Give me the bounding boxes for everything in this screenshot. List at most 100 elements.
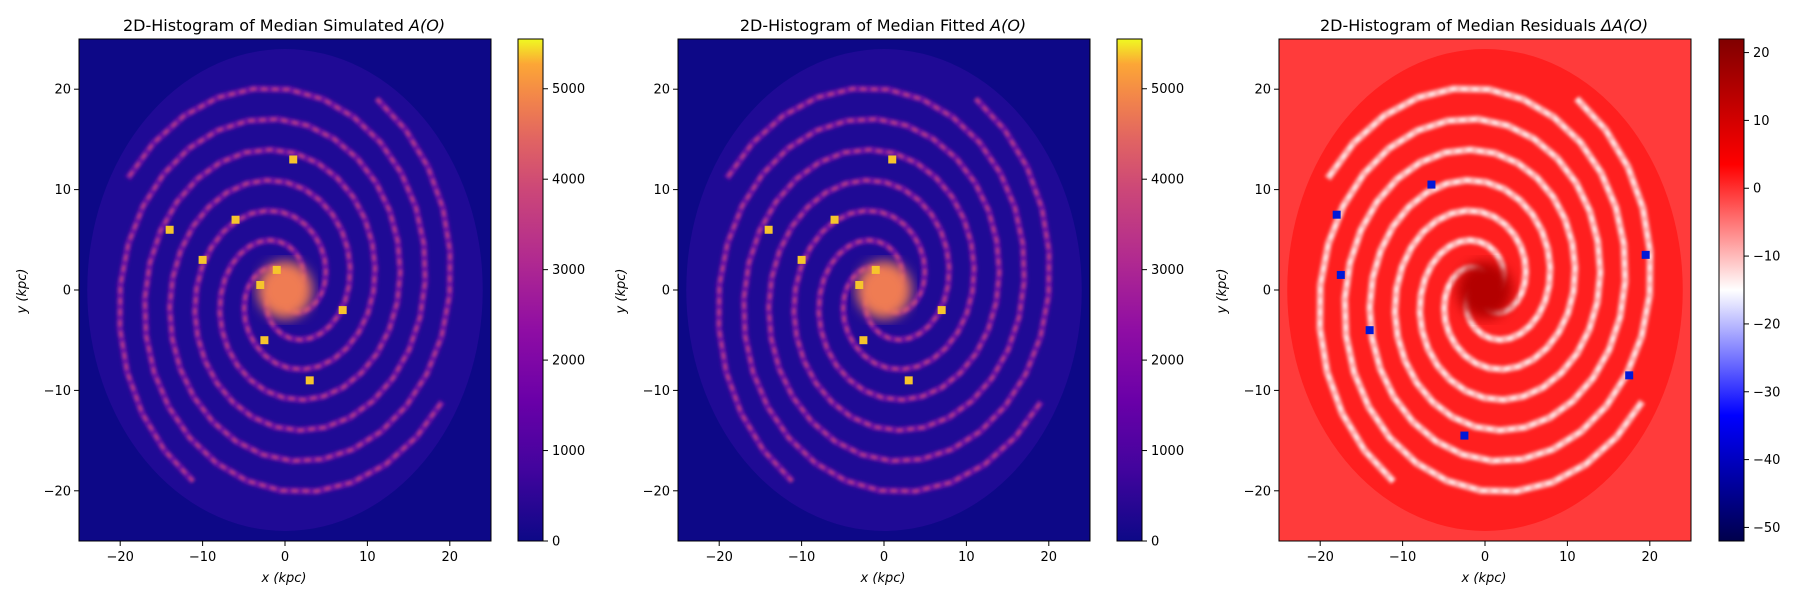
bright-knot [305, 376, 314, 385]
spiral-arm-knots [742, 148, 1043, 493]
y-tick-label: 0 [662, 284, 670, 299]
spiral-arms [715, 85, 1053, 495]
x-tick-label: 20 [442, 550, 459, 565]
bright-knot [797, 255, 806, 264]
y-tick-label: 20 [54, 83, 71, 98]
colorbar: 0 1000 2000 3000 4000 5000 [517, 38, 585, 550]
bright-knot [260, 336, 269, 345]
bright-knot [256, 280, 265, 289]
x-tick-label: −20 [106, 550, 133, 565]
x-axis-label: x (kpc) [860, 571, 906, 586]
x-tick-label: 0 [880, 550, 888, 565]
colorbar-tick-label: 5000 [552, 82, 585, 97]
spiral-arm-knots [126, 87, 427, 432]
plot-area: −20 −10 0 10 20 −20 −10 0 10 20 [44, 38, 492, 565]
colorbar-tick-label: 4000 [552, 173, 585, 188]
colorbar-tick-label: 0 [1753, 182, 1761, 197]
plot-area: −20 −10 0 10 20 −20 −10 0 10 20 [643, 38, 1091, 565]
x-axis-label: x (kpc) [1461, 571, 1507, 586]
y-axis-label: y (kpc) [1215, 269, 1230, 315]
y-axis-label: y (kpc) [614, 269, 629, 315]
x-tick-label: 10 [359, 550, 376, 565]
x-tick-label: −10 [189, 550, 216, 565]
colorbar-frame [1116, 38, 1143, 542]
galaxy-center [1457, 261, 1513, 319]
spiral-arm-knots [168, 97, 452, 463]
y-tick-label: 10 [1254, 183, 1271, 198]
y-tick-label: −20 [44, 484, 71, 499]
colorbar-frame [1718, 38, 1745, 542]
bright-knot [764, 225, 773, 234]
colorbar-tick-label: −30 [1753, 385, 1780, 400]
panel-residuals: 2D-Histogram of Median Residuals ΔA(O) −… [1215, 16, 1780, 586]
spiral-arm-knots [1326, 87, 1627, 432]
bright-knot [904, 376, 913, 385]
x-tick-label: 0 [1481, 550, 1489, 565]
colorbar-tick-label: 4000 [1151, 173, 1184, 188]
panel-title: 2D-Histogram of Median Fitted A(O) [740, 16, 1026, 35]
colorbar-tick-label: 1000 [1151, 444, 1184, 459]
colorbar-tick-label: 5000 [1151, 82, 1184, 97]
x-tick-label: −10 [788, 550, 815, 565]
x-axis-label: x (kpc) [261, 571, 307, 586]
residual-spot [1625, 371, 1634, 380]
x-tick-label: 0 [281, 550, 289, 565]
spiral-arm-knots [725, 87, 1026, 432]
colorbar-tick-label: 1000 [552, 444, 585, 459]
bright-knot [198, 255, 207, 264]
panel-simulated: 2D-Histogram of Median Simulated A(O) −2… [15, 16, 585, 586]
y-tick-label: 10 [54, 183, 71, 198]
colorbar-tick-label: 20 [1753, 46, 1770, 61]
colorbar-tick-label: 2000 [1151, 354, 1184, 369]
bright-knot [855, 280, 864, 289]
colorbar-tick-label: 2000 [552, 354, 585, 369]
x-tick-label: 10 [1559, 550, 1576, 565]
y-tick-label: 10 [653, 183, 670, 198]
bright-knot [231, 215, 240, 224]
residual-spot [1332, 210, 1341, 219]
galaxy-center [257, 261, 313, 319]
bright-knot [272, 265, 281, 274]
colorbar-tick-label: −50 [1753, 521, 1780, 536]
bright-knot [165, 225, 174, 234]
x-tick-label: −20 [705, 550, 732, 565]
colorbar-gradient [1117, 39, 1142, 541]
bright-knot [859, 336, 868, 345]
plot-area: −20 −10 0 10 20 −20 −10 0 10 20 [1244, 38, 1692, 565]
colorbar-tick-label: −10 [1753, 250, 1780, 265]
y-tick-label: −20 [1244, 484, 1271, 499]
bright-knot [871, 265, 880, 274]
residual-spot [1460, 431, 1469, 440]
x-tick-label: 20 [1041, 550, 1058, 565]
residual-spot [1641, 250, 1650, 259]
colorbar-tick-label: 10 [1753, 114, 1770, 129]
y-tick-label: −10 [44, 384, 71, 399]
x-tick-label: 20 [1642, 550, 1659, 565]
colorbar-tick-label: 0 [552, 535, 560, 550]
residual-spot [1427, 180, 1436, 189]
spiral-arm-knots [1368, 97, 1652, 463]
colorbar: 20 10 0 −10 −20 −30 −40 −50 [1718, 38, 1780, 542]
y-tick-label: 0 [63, 284, 71, 299]
bright-knot [338, 306, 347, 315]
spiral-arm-knots [1343, 148, 1644, 493]
residual-spot [1365, 326, 1374, 335]
galaxy-center [856, 261, 912, 319]
spiral-arm-knots [118, 117, 402, 483]
colorbar-gradient [1719, 39, 1744, 541]
y-tick-label: −10 [1244, 384, 1271, 399]
y-tick-label: −20 [643, 484, 670, 499]
spiral-arm-knots [143, 148, 444, 493]
y-axis-label: y (kpc) [15, 269, 30, 315]
bright-knot [289, 155, 298, 164]
colorbar-gradient [518, 39, 543, 541]
y-tick-label: 20 [1254, 83, 1271, 98]
spiral-arms [116, 85, 454, 495]
spiral-arms [1316, 85, 1654, 495]
spiral-arm-knots [717, 117, 1001, 483]
y-tick-label: 20 [653, 83, 670, 98]
bright-knot [937, 306, 946, 315]
colorbar-tick-label: 0 [1151, 535, 1159, 550]
bright-knot [830, 215, 839, 224]
